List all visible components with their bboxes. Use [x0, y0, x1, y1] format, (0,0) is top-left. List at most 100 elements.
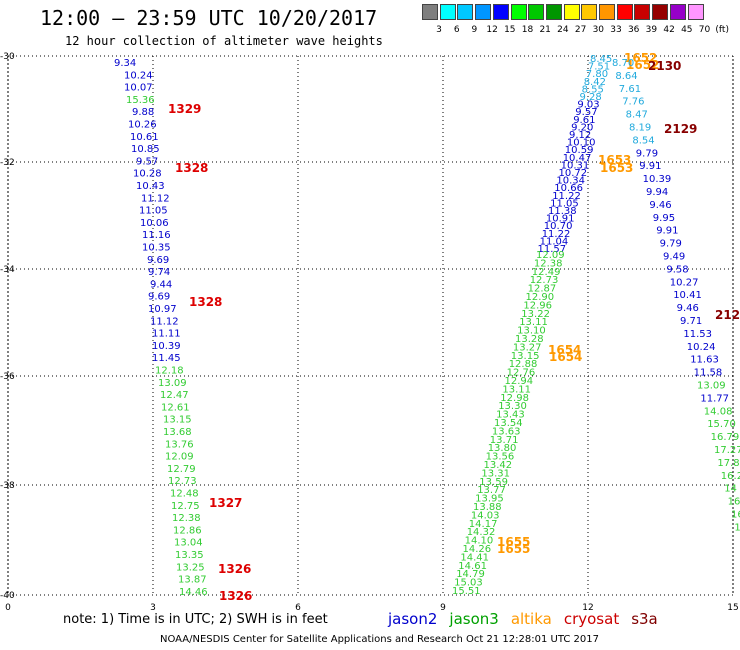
scale-swatch — [563, 4, 580, 20]
track-value: 13.31 — [481, 468, 510, 479]
track-value: 11.57 — [538, 244, 567, 255]
track-value: 13.63 — [492, 426, 521, 437]
scale-swatch — [687, 4, 704, 20]
satellite-legend: jason2 jason3 altika cryosat s3a — [388, 610, 670, 628]
track-value: 17.82 — [717, 458, 740, 469]
scale-label: 24 — [557, 25, 569, 35]
track-value: 13.95 — [475, 494, 504, 505]
track-value: 13.43 — [496, 410, 525, 421]
scale-swatch — [599, 4, 615, 20]
scale-swatch — [422, 4, 438, 20]
track-value: 13.11 — [519, 317, 548, 328]
track-value: 12.79 — [167, 464, 196, 475]
track-value: 11.05 — [139, 206, 168, 217]
time-label: 1329 — [168, 102, 201, 116]
track-value: 8.54 — [632, 135, 654, 146]
track-value: 8.55 — [582, 84, 604, 95]
map-frame — [7, 55, 734, 596]
scale-label: 9 — [471, 25, 478, 35]
track-value: 13.25 — [176, 562, 205, 573]
legend-item-altika: altika — [510, 610, 552, 628]
scale-swatch — [475, 4, 492, 20]
track-value: 13.10 — [517, 326, 546, 337]
track-value: 13.76 — [165, 439, 194, 450]
track-value: 13.09 — [697, 381, 726, 392]
x-tick-label: 12 — [582, 603, 593, 613]
track-value: 9.71 — [680, 316, 702, 327]
scale-label: 27 — [574, 25, 587, 35]
track-value: 13.87 — [178, 575, 207, 586]
scale-label: 70 — [698, 25, 711, 35]
track-value: 7.51 — [588, 62, 610, 73]
track-value: 11.58 — [694, 368, 723, 379]
scale-label: 21 — [539, 25, 551, 35]
track-value: 10.70 — [544, 221, 573, 232]
track-value: 13.54 — [494, 418, 523, 429]
track-value: 10.47 — [563, 153, 592, 164]
track-value: 16 — [728, 497, 740, 508]
time-label: 1328 — [175, 161, 208, 175]
track-value: 9.79 — [660, 239, 682, 250]
track-value: 12.09 — [536, 250, 565, 261]
track-value: 11.05 — [550, 198, 579, 209]
legend-item-jason2: jason2 — [388, 610, 438, 628]
track-value: 13.42 — [484, 460, 513, 471]
track-value: 9.69 — [147, 255, 169, 266]
track-value: 12.96 — [523, 300, 552, 311]
scale-swatch — [652, 4, 669, 20]
time-label: 1655 — [497, 535, 530, 549]
track-value: 9.69 — [148, 292, 170, 303]
scale-label: 36 — [627, 25, 640, 35]
track-value: 15.03 — [454, 578, 483, 589]
track-value: 9.95 — [653, 213, 675, 224]
x-tick-label: 6 — [295, 603, 301, 613]
track-value: 13.56 — [486, 452, 515, 463]
track-value: 13.04 — [174, 538, 203, 549]
time-label: 1328 — [189, 295, 222, 309]
track-value: 12.73 — [530, 275, 559, 286]
track-value: 12.94 — [505, 376, 534, 387]
track-value: 14.79 — [456, 569, 485, 580]
scale-swatch — [457, 4, 474, 20]
y-tick-label: -38 — [0, 481, 15, 491]
y-tick-label: -36 — [0, 372, 15, 382]
track-value: 11.16 — [142, 230, 171, 241]
track-value: 12.47 — [160, 390, 189, 401]
footer-note: note: 1) Time is in UTC; 2) SWH is in fe… — [63, 612, 328, 627]
time-label: 1653 — [600, 161, 633, 175]
track-value: 1 — [734, 522, 740, 533]
track-value: 8.70 — [612, 58, 634, 69]
scale-swatch — [439, 4, 456, 20]
track-value: 14.03 — [471, 510, 500, 521]
track-value: 12.76 — [507, 368, 536, 379]
track-value: 13.15 — [163, 415, 192, 426]
scale-label: 15 — [504, 25, 516, 35]
time-label: 1653 — [598, 153, 631, 167]
scale-swatch — [634, 4, 651, 20]
track-value: 9.57 — [136, 156, 158, 167]
track-value: 10.39 — [152, 341, 181, 352]
legend-item-jason3: jason3 — [449, 610, 499, 628]
track-value: 16.79 — [711, 432, 740, 443]
x-tick-label: 9 — [440, 603, 446, 613]
y-tick-label: -40 — [0, 591, 15, 601]
track-value: 10.91 — [546, 214, 575, 225]
y-tick-label: -34 — [0, 265, 15, 275]
track-value: 8.47 — [626, 110, 648, 121]
track-value: 9.91 — [656, 226, 678, 237]
scale-label: 6 — [453, 25, 460, 35]
track-value: 14.26 — [463, 544, 492, 555]
track-value: 10.66 — [554, 183, 583, 194]
track-value: 9.88 — [132, 107, 154, 118]
track-value: 10.28 — [133, 169, 162, 180]
legend-item-cryosat: cryosat — [563, 610, 620, 628]
track-value: 14.46 — [179, 587, 208, 598]
track-value: 13.27 — [513, 342, 542, 353]
track-value: 12.98 — [500, 393, 529, 404]
map-title: 12:00 – 23:59 UTC 10/20/2017 — [40, 6, 378, 30]
scale-label: 30 — [592, 25, 605, 35]
track-value: 11.77 — [700, 393, 729, 404]
track-value: 10.41 — [673, 290, 702, 301]
track-value: 9.94 — [646, 187, 668, 198]
track-value: 12.88 — [509, 359, 538, 370]
